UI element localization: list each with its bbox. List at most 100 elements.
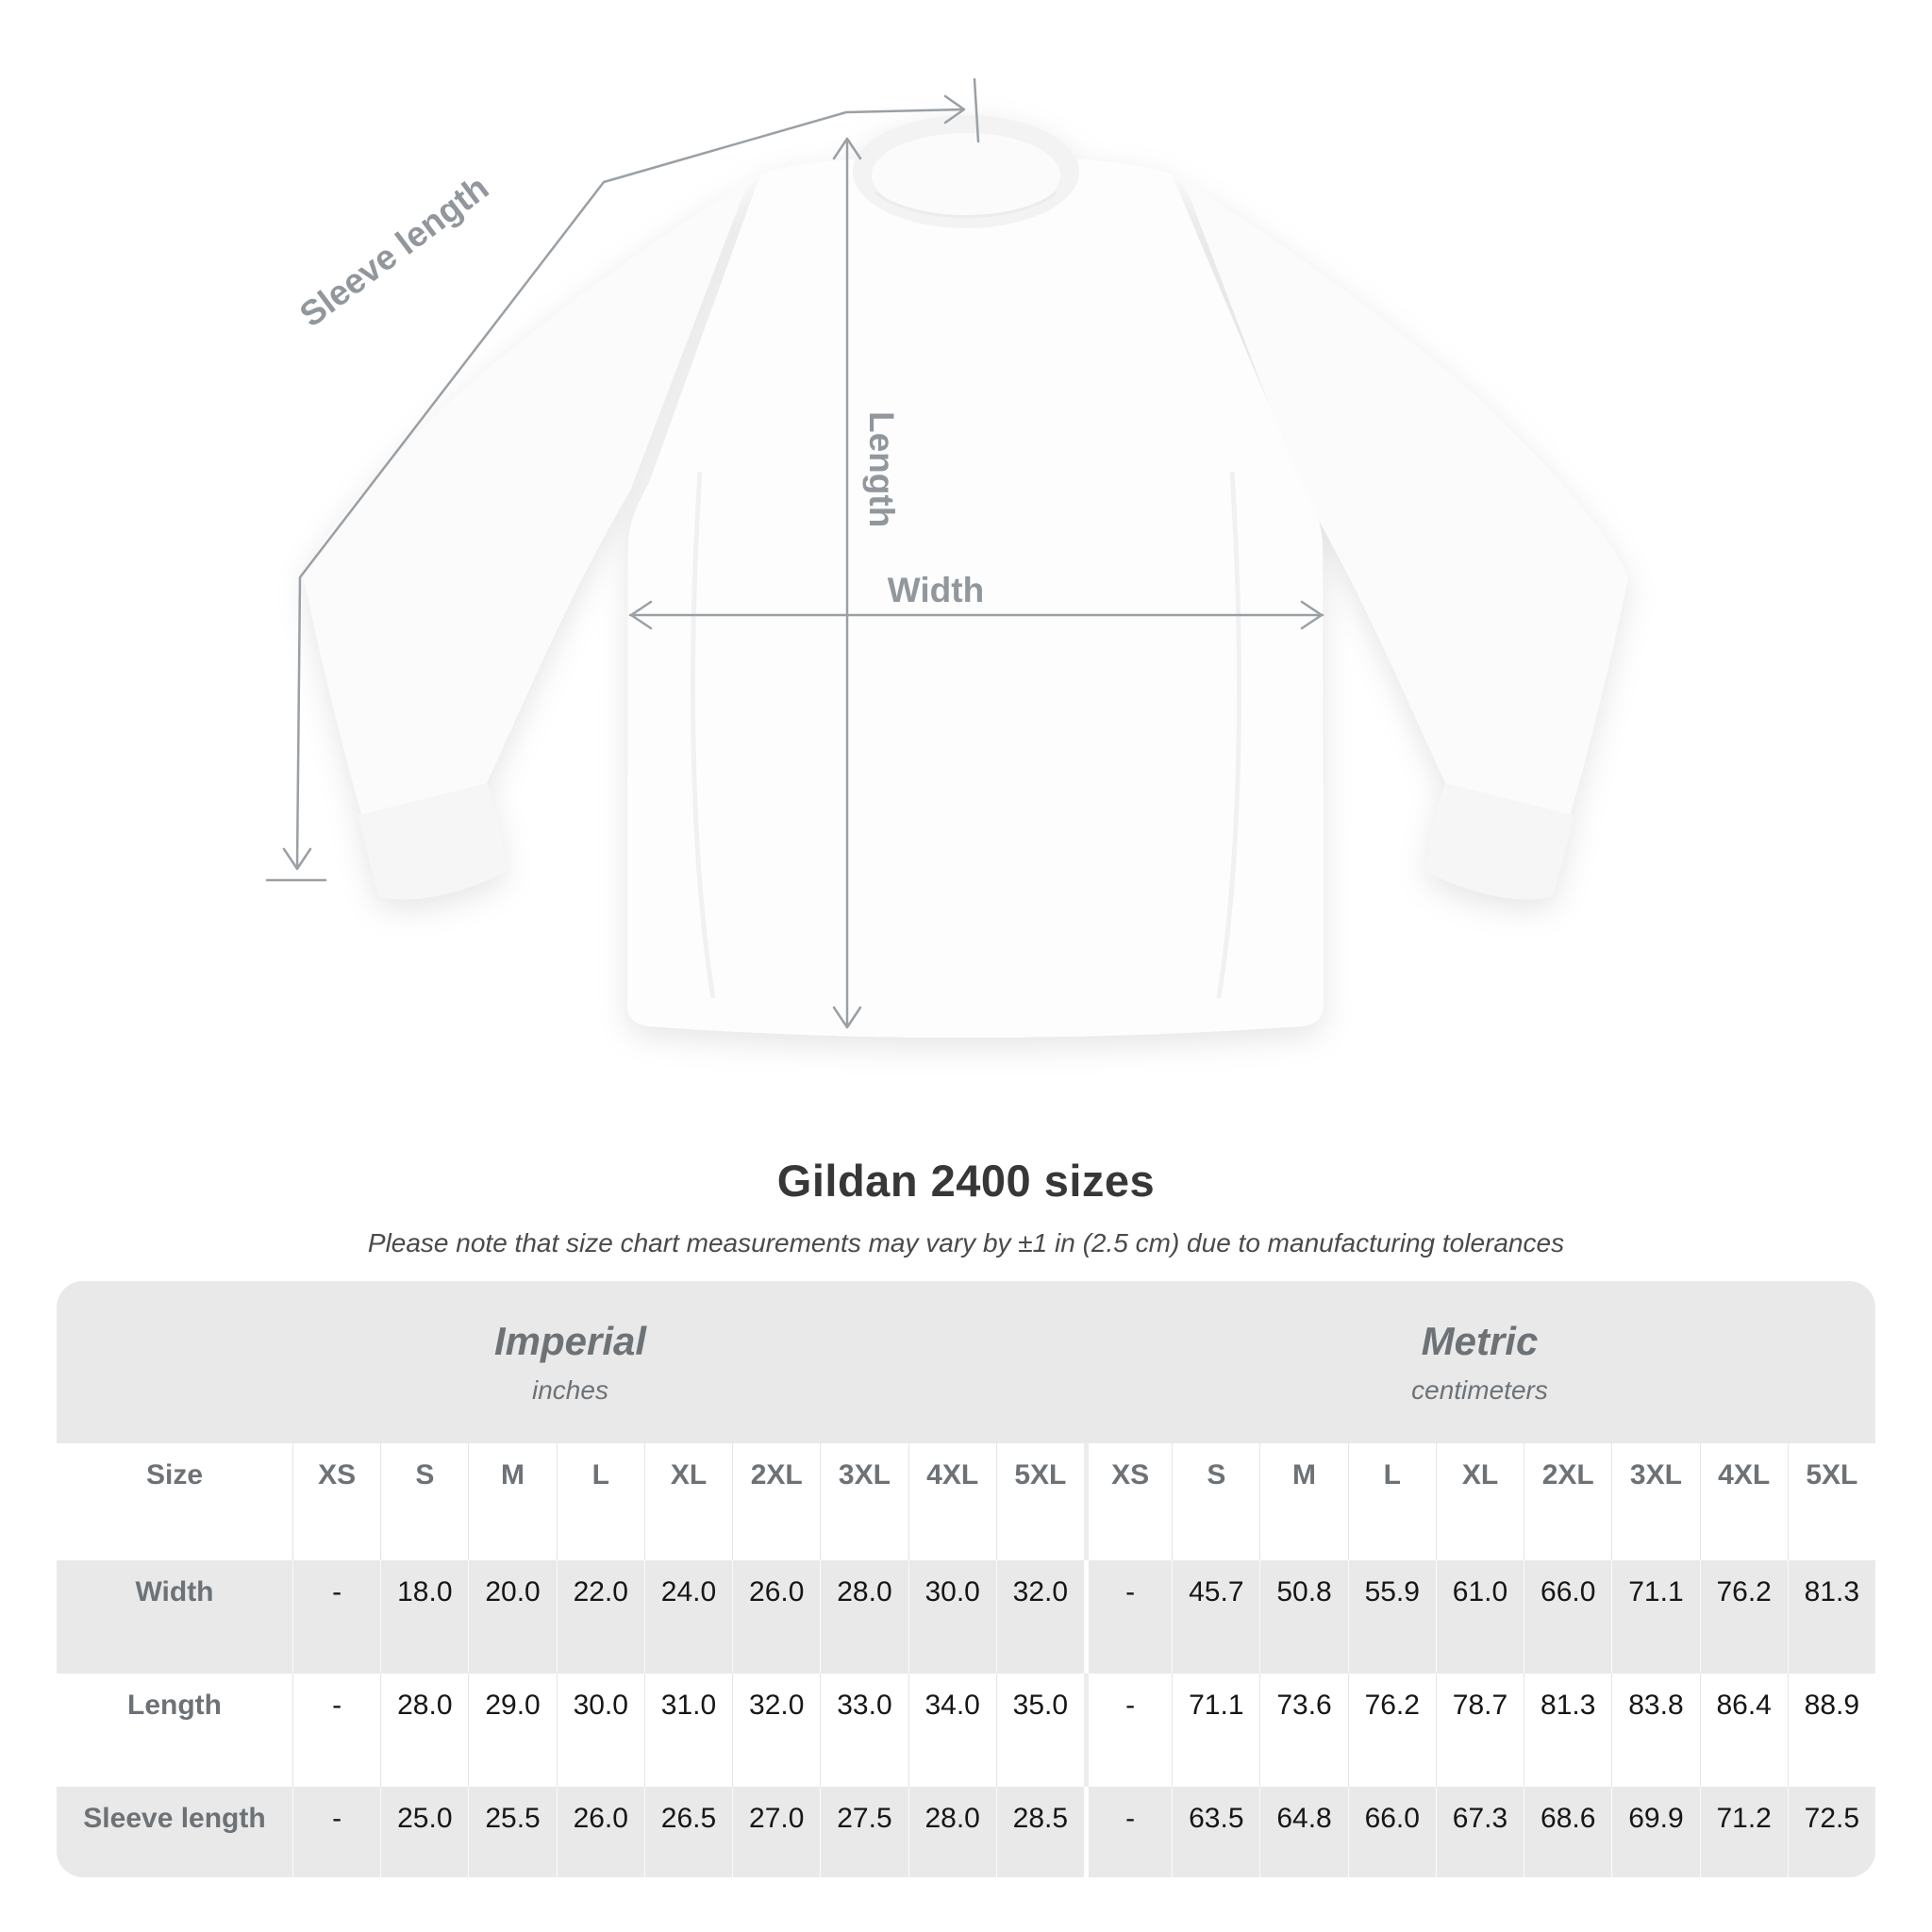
value-cell: 71.1 — [1611, 1560, 1700, 1674]
value-cell: 28.0 — [380, 1674, 469, 1787]
value-cell: 28.0 — [908, 1787, 996, 1877]
value-cell: 72.5 — [1787, 1787, 1875, 1877]
value-cell: 30.0 — [908, 1560, 996, 1674]
value-cell: - — [1083, 1787, 1173, 1877]
value-cell: 71.2 — [1699, 1787, 1788, 1877]
value-cell: 76.2 — [1699, 1560, 1788, 1674]
size-col-header: M — [1259, 1443, 1348, 1560]
value-cell: 35.0 — [995, 1674, 1084, 1787]
value-cell: 29.0 — [468, 1674, 557, 1787]
length-label: Length — [862, 411, 901, 527]
value-cell: 83.8 — [1611, 1674, 1700, 1787]
value-cell: 24.0 — [643, 1560, 733, 1674]
shirt-left-cuff — [358, 783, 506, 900]
shirt-body — [626, 155, 1324, 1038]
value-cell: 18.0 — [380, 1560, 469, 1674]
width-label: Width — [888, 571, 984, 609]
value-cell: 25.5 — [468, 1787, 557, 1877]
unit-group-name: Imperial — [493, 1319, 647, 1363]
value-cell: 33.0 — [820, 1674, 908, 1787]
size-col-header: S — [1172, 1443, 1260, 1560]
unit-group-unit: inches — [532, 1375, 608, 1405]
value-cell: - — [292, 1560, 381, 1674]
length-measure: Length — [832, 137, 901, 1029]
value-cell: 31.0 — [643, 1674, 733, 1787]
page-title: Gildan 2400 sizes — [776, 1156, 1156, 1206]
row-label: Length — [57, 1674, 292, 1787]
value-cell: 27.0 — [732, 1787, 821, 1877]
row-label: Width — [57, 1560, 292, 1674]
value-cell: 32.0 — [995, 1560, 1084, 1674]
value-cell: 66.0 — [1347, 1787, 1436, 1877]
value-cell: 26.5 — [643, 1787, 733, 1877]
size-col-header: XL — [643, 1443, 733, 1560]
value-cell: 34.0 — [908, 1674, 996, 1787]
size-col-header: XS — [1083, 1443, 1173, 1560]
size-col-header: 2XL — [732, 1443, 821, 1560]
value-cell: 61.0 — [1435, 1560, 1524, 1674]
shirt-right-sleeve — [1172, 175, 1628, 823]
collar-inner — [872, 133, 1060, 218]
value-cell: 66.0 — [1524, 1560, 1612, 1674]
value-cell: - — [1083, 1674, 1173, 1787]
value-cell: 73.6 — [1259, 1674, 1348, 1787]
width-measure: Width — [628, 571, 1324, 630]
size-col-header: 4XL — [908, 1443, 996, 1560]
size-col-header: 3XL — [820, 1443, 908, 1560]
value-cell: 27.5 — [820, 1787, 908, 1877]
value-cell: - — [292, 1674, 381, 1787]
value-cell: 63.5 — [1172, 1787, 1260, 1877]
body-crease-left — [690, 471, 716, 999]
size-col-header: 5XL — [1787, 1443, 1875, 1560]
size-col-header: L — [556, 1443, 644, 1560]
value-cell: 81.3 — [1524, 1674, 1612, 1787]
size-col-header: 4XL — [1699, 1443, 1788, 1560]
unit-group-metric: Metric centimeters — [1083, 1281, 1875, 1443]
value-cell: 78.7 — [1435, 1674, 1524, 1787]
value-cell: - — [292, 1787, 381, 1877]
size-col-header: 3XL — [1611, 1443, 1700, 1560]
value-cell: 64.8 — [1259, 1787, 1348, 1877]
unit-group-unit: centimeters — [1411, 1375, 1548, 1405]
value-cell: 28.5 — [995, 1787, 1084, 1877]
shirt-left-sleeve — [304, 175, 760, 823]
value-cell: 22.0 — [556, 1560, 644, 1674]
body-crease-right — [1216, 471, 1242, 999]
shirt-diagram: Sleeve length Length Width — [265, 77, 1628, 1038]
size-col-header: S — [380, 1443, 469, 1560]
value-cell: 71.1 — [1172, 1674, 1260, 1787]
collar-seam — [874, 191, 1058, 218]
value-cell: 50.8 — [1259, 1560, 1348, 1674]
value-cell: 30.0 — [556, 1674, 644, 1787]
value-cell: 20.0 — [468, 1560, 557, 1674]
sleeve-length-label: Sleeve length — [292, 168, 495, 334]
value-cell: - — [1083, 1560, 1173, 1674]
size-col-header: 2XL — [1524, 1443, 1612, 1560]
value-cell: 25.0 — [380, 1787, 469, 1877]
value-cell: 26.0 — [732, 1560, 821, 1674]
row-label: Sleeve length — [57, 1787, 292, 1877]
value-cell: 28.0 — [820, 1560, 908, 1674]
size-col-header: XL — [1435, 1443, 1524, 1560]
tolerance-note: Please note that size chart measurements… — [367, 1228, 1565, 1257]
size-col-header: XS — [292, 1443, 381, 1560]
value-cell: 26.0 — [556, 1787, 644, 1877]
value-cell: 32.0 — [732, 1674, 821, 1787]
size-header-cell: Size — [57, 1443, 292, 1560]
value-cell: 88.9 — [1787, 1674, 1875, 1787]
value-cell: 45.7 — [1172, 1560, 1260, 1674]
size-table: Imperial inches Metric centimeters Size XS S M L… — [57, 1281, 1875, 1877]
value-cell: 81.3 — [1787, 1560, 1875, 1674]
unit-group-name: Metric — [1421, 1319, 1539, 1363]
size-col-header: L — [1347, 1443, 1436, 1560]
size-col-header: M — [468, 1443, 557, 1560]
value-cell: 86.4 — [1699, 1674, 1788, 1787]
value-cell: 55.9 — [1347, 1560, 1436, 1674]
value-cell: 67.3 — [1435, 1787, 1524, 1877]
value-cell: 69.9 — [1611, 1787, 1700, 1877]
value-cell: 76.2 — [1347, 1674, 1436, 1787]
unit-group-imperial: Imperial inches — [57, 1281, 1084, 1443]
shirt-right-cuff — [1426, 783, 1574, 900]
size-col-header: 5XL — [995, 1443, 1084, 1560]
value-cell: 68.6 — [1524, 1787, 1612, 1877]
